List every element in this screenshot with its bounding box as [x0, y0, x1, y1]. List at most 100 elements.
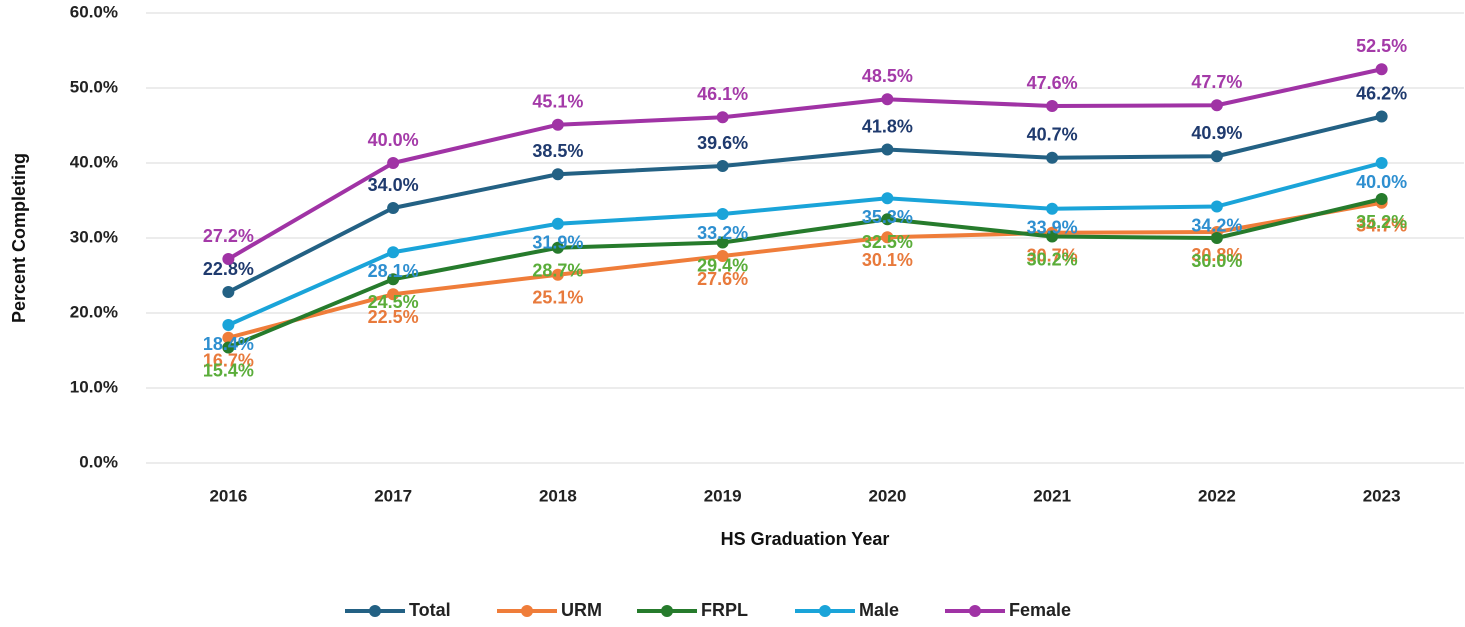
data-point [1046, 151, 1059, 164]
data-point [387, 246, 400, 259]
data-label: 40.0% [368, 130, 419, 150]
data-label: 40.7% [1027, 125, 1078, 145]
legend-label: Male [859, 600, 899, 620]
data-label: 25.1% [532, 288, 583, 308]
data-point [222, 341, 235, 354]
legend-dot [521, 605, 533, 617]
legend-dot [969, 605, 981, 617]
data-label: 30.0% [1191, 251, 1242, 271]
data-label: 39.6% [697, 133, 748, 153]
data-label: 22.5% [368, 307, 419, 327]
y-tick-label: 40.0% [70, 152, 118, 171]
data-label: 46.2% [1356, 83, 1407, 103]
data-label: 47.7% [1191, 72, 1242, 92]
data-point [1375, 157, 1388, 169]
series-line [227, 200, 1382, 340]
series-line [227, 161, 1383, 327]
data-point [222, 253, 235, 265]
legend-dot [819, 605, 831, 617]
data-point [222, 319, 235, 331]
x-tick-label: 2016 [209, 486, 247, 505]
data-point [387, 202, 400, 214]
y-tick-label: 50.0% [70, 77, 118, 96]
data-point [716, 160, 729, 172]
data-point [1375, 110, 1388, 123]
data-point [551, 217, 564, 230]
data-point [387, 273, 400, 286]
data-point [551, 118, 564, 131]
data-label: 29.4% [697, 255, 748, 275]
series-line [227, 67, 1383, 261]
legend-label: URM [561, 600, 602, 620]
data-label: 30.8% [1191, 245, 1242, 265]
data-label: 28.7% [532, 261, 583, 281]
y-tick-label: 60.0% [70, 2, 118, 21]
data-label: 34.7% [1356, 216, 1407, 236]
y-tick-label: 10.0% [70, 377, 118, 396]
data-label: 27.6% [697, 269, 748, 289]
data-point [716, 250, 729, 262]
data-point [1210, 232, 1223, 244]
x-tick-label: 2020 [868, 486, 906, 505]
data-point [1375, 193, 1388, 205]
x-tick-label: 2019 [704, 486, 742, 505]
data-label: 46.1% [697, 84, 748, 104]
data-point [1375, 63, 1388, 76]
legend-dot [661, 605, 673, 617]
data-label: 41.8% [862, 116, 913, 136]
x-tick-label: 2022 [1198, 486, 1236, 505]
x-tick-label: 2021 [1033, 486, 1071, 505]
data-label: 30.1% [862, 250, 913, 270]
data-point [1046, 202, 1059, 215]
data-point [1046, 230, 1059, 243]
data-label: 40.0% [1356, 172, 1407, 192]
legend-dot [369, 605, 381, 617]
data-point [1210, 150, 1223, 163]
data-point [387, 288, 400, 301]
y-tick-label: 20.0% [70, 302, 118, 321]
data-point [881, 93, 894, 106]
data-point [551, 168, 564, 181]
data-label: 15.4% [203, 360, 254, 380]
data-label: 35.3% [862, 207, 913, 227]
data-label: 31.9% [532, 233, 583, 253]
data-point [881, 143, 894, 156]
data-point [716, 111, 729, 124]
series-line [227, 197, 1383, 350]
data-point [1046, 100, 1059, 112]
data-point [881, 213, 894, 226]
data-label: 34.2% [1191, 215, 1242, 235]
y-axis-title: Percent Completing [9, 153, 29, 323]
data-label: 33.2% [697, 223, 748, 243]
x-tick-label: 2017 [374, 486, 412, 505]
data-label: 38.5% [532, 141, 583, 161]
y-tick-label: 30.0% [70, 227, 118, 246]
data-label: 40.9% [1191, 123, 1242, 143]
data-label: 22.8% [203, 259, 254, 279]
data-point [716, 208, 729, 220]
data-label: 45.1% [532, 92, 583, 112]
data-point [222, 286, 235, 298]
data-point [551, 241, 564, 254]
legend-label: Total [409, 600, 451, 620]
data-point [1210, 99, 1223, 112]
data-point [551, 268, 564, 281]
data-label: 30.2% [1027, 249, 1078, 269]
data-label: 47.6% [1027, 73, 1078, 93]
data-label: 28.1% [368, 261, 419, 281]
data-point [1210, 200, 1223, 213]
data-point [222, 331, 235, 344]
y-tick-label: 0.0% [79, 452, 118, 471]
data-label: 33.9% [1027, 218, 1078, 238]
data-point [881, 192, 894, 205]
data-label: 52.5% [1356, 36, 1407, 56]
data-label: 27.2% [203, 226, 254, 246]
data-point [716, 236, 729, 249]
data-label: 35.2% [1356, 212, 1407, 232]
x-tick-label: 2023 [1363, 486, 1401, 505]
x-tick-label: 2018 [539, 486, 577, 505]
data-point [881, 231, 894, 244]
data-label: 48.5% [862, 66, 913, 86]
data-point [387, 157, 400, 169]
